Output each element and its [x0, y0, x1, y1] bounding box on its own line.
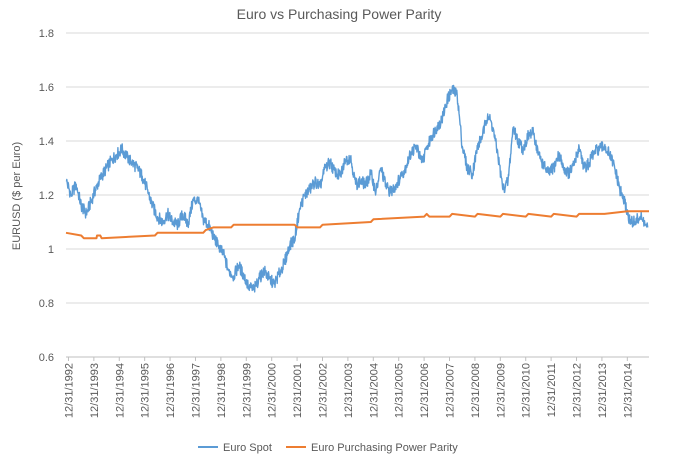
y-tick-label: 1.2 [39, 190, 54, 202]
gridlines [66, 32, 649, 358]
legend: Euro Spot Euro Purchasing Power Parity [198, 442, 458, 454]
x-tick-label: 12/31/2003 [343, 363, 355, 418]
x-tick-label: 12/31/2010 [521, 363, 533, 418]
legend-label: Euro Purchasing Power Parity [311, 442, 458, 454]
y-axis-ticks: 0.6 0.8 1 1.2 1.4 1.6 1.8 [39, 28, 54, 364]
x-tick-label: 12/31/2004 [368, 363, 380, 418]
y-tick-label: 0.8 [39, 298, 54, 310]
x-tick-label: 12/31/2014 [622, 363, 634, 418]
chart-title: Euro vs Purchasing Power Parity [237, 6, 442, 22]
x-tick-label: 12/31/1995 [140, 363, 152, 418]
x-tick-label: 12/31/1998 [216, 363, 228, 418]
x-tick-label: 12/31/2008 [470, 363, 482, 418]
x-tick-label: 12/31/2013 [597, 363, 609, 418]
x-tick-label: 12/31/2005 [394, 363, 406, 418]
y-tick-label: 1.4 [39, 136, 54, 148]
y-tick-label: 1 [48, 244, 54, 256]
x-tick-label: 12/31/1996 [165, 363, 177, 418]
x-tick-label: 12/31/2002 [317, 363, 329, 418]
x-tick-label: 12/31/1993 [89, 363, 101, 418]
x-tick-label: 12/31/1994 [114, 363, 126, 418]
x-tick-label: 12/31/1992 [63, 363, 75, 418]
y-tick-label: 1.6 [39, 82, 54, 94]
legend-label: Euro Spot [223, 442, 272, 454]
x-tick-label: 12/31/1999 [241, 363, 253, 418]
x-tick-label: 12/31/1997 [190, 363, 202, 418]
x-axis-ticks: 12/31/1992 12/31/1993 12/31/1994 12/31/1995… [63, 357, 634, 418]
y-tick-label: 1.8 [39, 28, 54, 40]
y-axis-label: EURUSD ($ per Euro) [11, 142, 23, 250]
x-tick-label: 12/31/2011 [546, 363, 558, 417]
x-tick-label: 12/31/2001 [292, 363, 304, 418]
x-tick-label: 12/31/2000 [267, 363, 279, 418]
x-tick-label: 12/31/2007 [445, 363, 457, 418]
y-tick-label: 0.6 [39, 352, 54, 364]
series-line-euro-ppp [65, 210, 649, 240]
x-tick-label: 12/31/2009 [495, 363, 507, 418]
x-tick-label: 12/31/2006 [419, 363, 431, 418]
series-line-euro-spot [65, 84, 649, 293]
x-tick-label: 12/31/2012 [572, 363, 584, 418]
series-lines [65, 84, 649, 293]
